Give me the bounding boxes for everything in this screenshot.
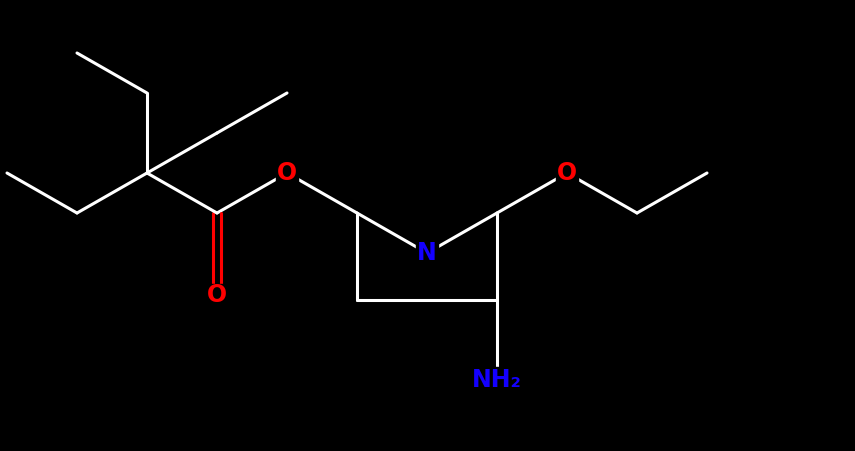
Text: N: N [417, 241, 437, 265]
Text: O: O [207, 283, 227, 307]
Bar [276, 162, 298, 184]
Bar [416, 242, 438, 264]
Bar [206, 284, 228, 306]
Bar [556, 162, 578, 184]
Bar [472, 367, 522, 393]
Text: O: O [557, 161, 577, 185]
Text: NH₂: NH₂ [472, 368, 522, 392]
Text: O: O [277, 161, 297, 185]
